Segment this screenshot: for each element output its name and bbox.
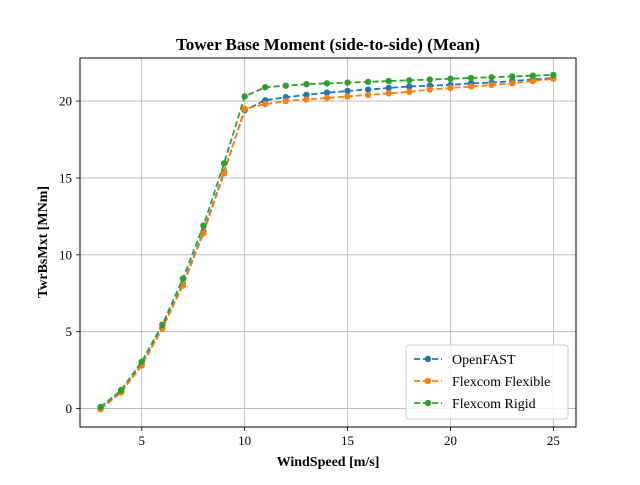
data-point bbox=[406, 83, 413, 90]
data-point bbox=[323, 89, 331, 96]
y-tick-label: 5 bbox=[66, 324, 73, 339]
series-flexcom-rigid bbox=[97, 71, 557, 411]
data-point bbox=[364, 78, 372, 86]
legend-marker bbox=[424, 377, 432, 385]
data-point bbox=[303, 96, 310, 103]
data-point bbox=[426, 76, 434, 83]
data-point bbox=[447, 75, 454, 82]
data-point bbox=[220, 160, 228, 167]
data-point bbox=[385, 90, 392, 97]
data-point bbox=[488, 74, 495, 81]
data-point bbox=[220, 170, 228, 177]
data-point bbox=[508, 80, 516, 87]
data-point bbox=[488, 81, 495, 89]
data-point bbox=[467, 74, 475, 82]
series-line bbox=[100, 74, 554, 408]
data-point bbox=[364, 91, 372, 99]
data-point bbox=[241, 105, 248, 112]
data-point bbox=[344, 79, 351, 86]
x-tick-label: 25 bbox=[547, 433, 560, 448]
x-tick-label: 20 bbox=[444, 433, 457, 448]
data-point bbox=[200, 230, 207, 237]
legend-box bbox=[405, 344, 569, 420]
data-point bbox=[262, 100, 269, 108]
data-point bbox=[406, 77, 413, 84]
data-point bbox=[179, 275, 187, 282]
data-point bbox=[97, 403, 104, 411]
x-tick-label: 15 bbox=[341, 433, 354, 448]
legend-label: Flexcom Rigid bbox=[452, 397, 536, 412]
data-point bbox=[262, 84, 269, 91]
data-point bbox=[303, 91, 310, 99]
plot-frame bbox=[79, 57, 577, 428]
data-point bbox=[406, 88, 413, 96]
legend-label: Flexcom Flexible bbox=[452, 375, 550, 390]
axis-ticks: 5 10 15 20 25 0 5 10 15 20 bbox=[59, 94, 560, 448]
data-point bbox=[385, 77, 392, 85]
data-point bbox=[529, 77, 536, 85]
legend-marker bbox=[424, 399, 432, 407]
data-point bbox=[344, 87, 351, 95]
data-point bbox=[159, 321, 166, 328]
data-point bbox=[282, 97, 290, 105]
data-point bbox=[364, 86, 372, 93]
data-point bbox=[303, 80, 310, 88]
data-point bbox=[508, 73, 516, 80]
y-tick-label: 20 bbox=[59, 94, 72, 109]
y-tick-label: 0 bbox=[66, 401, 73, 416]
data-point bbox=[200, 222, 207, 229]
data-point bbox=[117, 386, 125, 394]
data-point bbox=[550, 71, 557, 79]
legend: OpenFAST Flexcom Flexible Flexcom Rigid bbox=[405, 344, 569, 420]
y-tick-label: 15 bbox=[59, 170, 72, 185]
x-tick-label: 10 bbox=[238, 433, 251, 448]
data-point bbox=[323, 80, 331, 87]
data-point bbox=[282, 82, 290, 89]
data-point bbox=[385, 84, 392, 92]
data-point bbox=[529, 72, 536, 79]
legend-item: Flexcom Flexible bbox=[414, 375, 550, 390]
legend-item: Flexcom Rigid bbox=[414, 397, 536, 412]
y-tick-label: 10 bbox=[59, 247, 72, 262]
data-point bbox=[241, 93, 248, 100]
data-point bbox=[426, 86, 434, 93]
legend-label: OpenFAST bbox=[452, 353, 516, 368]
series-lines bbox=[97, 71, 557, 413]
x-tick-label: 5 bbox=[138, 433, 145, 448]
series-line bbox=[100, 77, 554, 411]
data-point bbox=[447, 84, 454, 92]
legend-item: OpenFAST bbox=[414, 353, 516, 368]
y-axis-title: TwrBsMxt [MNm] bbox=[36, 186, 51, 298]
x-axis-title: WindSpeed [m/s] bbox=[277, 455, 380, 470]
series-flexcom-flexible bbox=[97, 75, 557, 413]
data-point bbox=[323, 94, 331, 102]
data-point bbox=[344, 93, 351, 100]
data-point bbox=[467, 83, 475, 90]
chart-title: Tower Base Moment (side-to-side) (Mean) bbox=[176, 35, 480, 54]
legend-marker bbox=[424, 355, 432, 363]
data-point bbox=[138, 358, 145, 365]
